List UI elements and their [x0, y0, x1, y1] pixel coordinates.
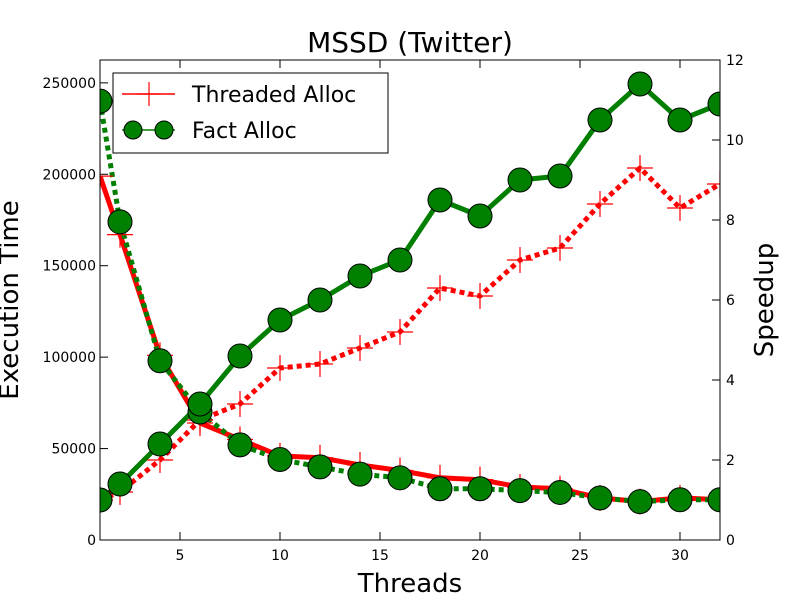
y-right-tick-label: 12 [726, 53, 744, 69]
ticks-layer: 5 10 15 20 25 3005000010000015000020000025000… [43, 53, 744, 564]
plot-frame [99, 59, 721, 541]
y-left-tick-label: 50000 [51, 442, 96, 458]
legend-marker-circle-right [154, 120, 174, 140]
legend-label-threaded: Threaded Alloc [191, 83, 356, 108]
x-axis-label: Threads [357, 569, 462, 599]
data-point-circle [587, 107, 613, 133]
data-point-circle [227, 432, 253, 458]
data-point-circle [427, 476, 453, 502]
data-point-plus [307, 351, 333, 377]
data-point-circle [467, 476, 493, 502]
legend-marker-plus [137, 82, 161, 106]
series-clip-group [100, 71, 720, 515]
data-point-circle [387, 247, 413, 273]
data-point-circle [627, 71, 653, 97]
data-point-circle [467, 203, 493, 229]
data-point-circle [667, 107, 693, 133]
data-point-circle [307, 454, 333, 480]
legend-item-fact: Fact Alloc [122, 119, 297, 144]
data-point-plus [507, 247, 533, 273]
legend-label-fact: Fact Alloc [192, 119, 297, 144]
data-point-circle [267, 307, 293, 333]
legend: Threaded Alloc Fact Alloc [112, 72, 389, 154]
y-left-tick-label: 150000 [43, 259, 96, 275]
data-point-plus [347, 335, 373, 361]
data-point-plus [267, 355, 293, 381]
y-left-tick-label: 100000 [43, 350, 96, 366]
y-right-tick-label: 0 [726, 533, 735, 549]
y-right-tick-label: 4 [726, 373, 735, 389]
y-right-tick-label: 8 [726, 213, 735, 229]
x-tick-label: 25 [571, 548, 589, 564]
legend-marker-circle-left [123, 120, 143, 140]
data-point-circle [147, 348, 173, 374]
y-right-tick-label: 2 [726, 453, 735, 469]
data-point-plus [667, 195, 693, 221]
data-point-circle [707, 487, 720, 513]
data-point-circle [547, 163, 573, 189]
y-left-tick-label: 200000 [43, 167, 96, 183]
x-tick-label: 15 [371, 548, 389, 564]
data-point-circle [227, 343, 253, 369]
data-point-plus [227, 391, 253, 417]
data-point-circle [547, 479, 573, 505]
data-point-circle [347, 263, 373, 289]
y-left-tick-label: 250000 [43, 76, 96, 92]
data-point-circle [107, 209, 133, 235]
data-point-circle [387, 465, 413, 491]
y-left-tick-label: 0 [87, 533, 96, 549]
data-point-circle [107, 471, 133, 497]
data-point-plus [100, 163, 113, 190]
chart-title: MSSD (Twitter) [307, 26, 513, 59]
x-tick-label: 30 [671, 548, 689, 564]
data-point-plus [627, 155, 653, 181]
data-point-circle [307, 287, 333, 313]
legend-box [112, 72, 389, 154]
data-point-plus [467, 283, 493, 309]
data-point-circle [267, 447, 293, 473]
y-left-axis-label: Execution Time [0, 200, 25, 399]
data-point-circle [667, 487, 693, 513]
x-tick-label: 20 [471, 548, 489, 564]
x-tick-label: 10 [271, 548, 289, 564]
data-point-circle [587, 485, 613, 511]
series-layer [100, 71, 720, 515]
y-right-tick-label: 10 [726, 133, 744, 149]
data-point-circle [507, 167, 533, 193]
y-right-axis-label: Speedup [750, 243, 780, 358]
data-point-circle [187, 391, 213, 417]
data-point-circle [427, 187, 453, 213]
data-point-plus [427, 275, 453, 301]
data-point-circle [147, 431, 173, 457]
data-point-circle [507, 478, 533, 504]
data-point-circle [627, 489, 653, 515]
x-tick-label: 5 [176, 548, 185, 564]
data-point-plus [707, 171, 720, 197]
legend-item-threaded: Threaded Alloc [122, 82, 356, 108]
data-point-circle [347, 461, 373, 487]
series-line-fact-alloc-left [100, 100, 720, 505]
data-point-circle [100, 487, 113, 513]
data-point-plus [587, 191, 613, 217]
y-right-tick-label: 6 [726, 293, 735, 309]
data-point-circle [100, 88, 113, 114]
data-point-circle [707, 91, 720, 117]
data-point-plus [547, 235, 573, 261]
data-point-plus [387, 319, 413, 345]
